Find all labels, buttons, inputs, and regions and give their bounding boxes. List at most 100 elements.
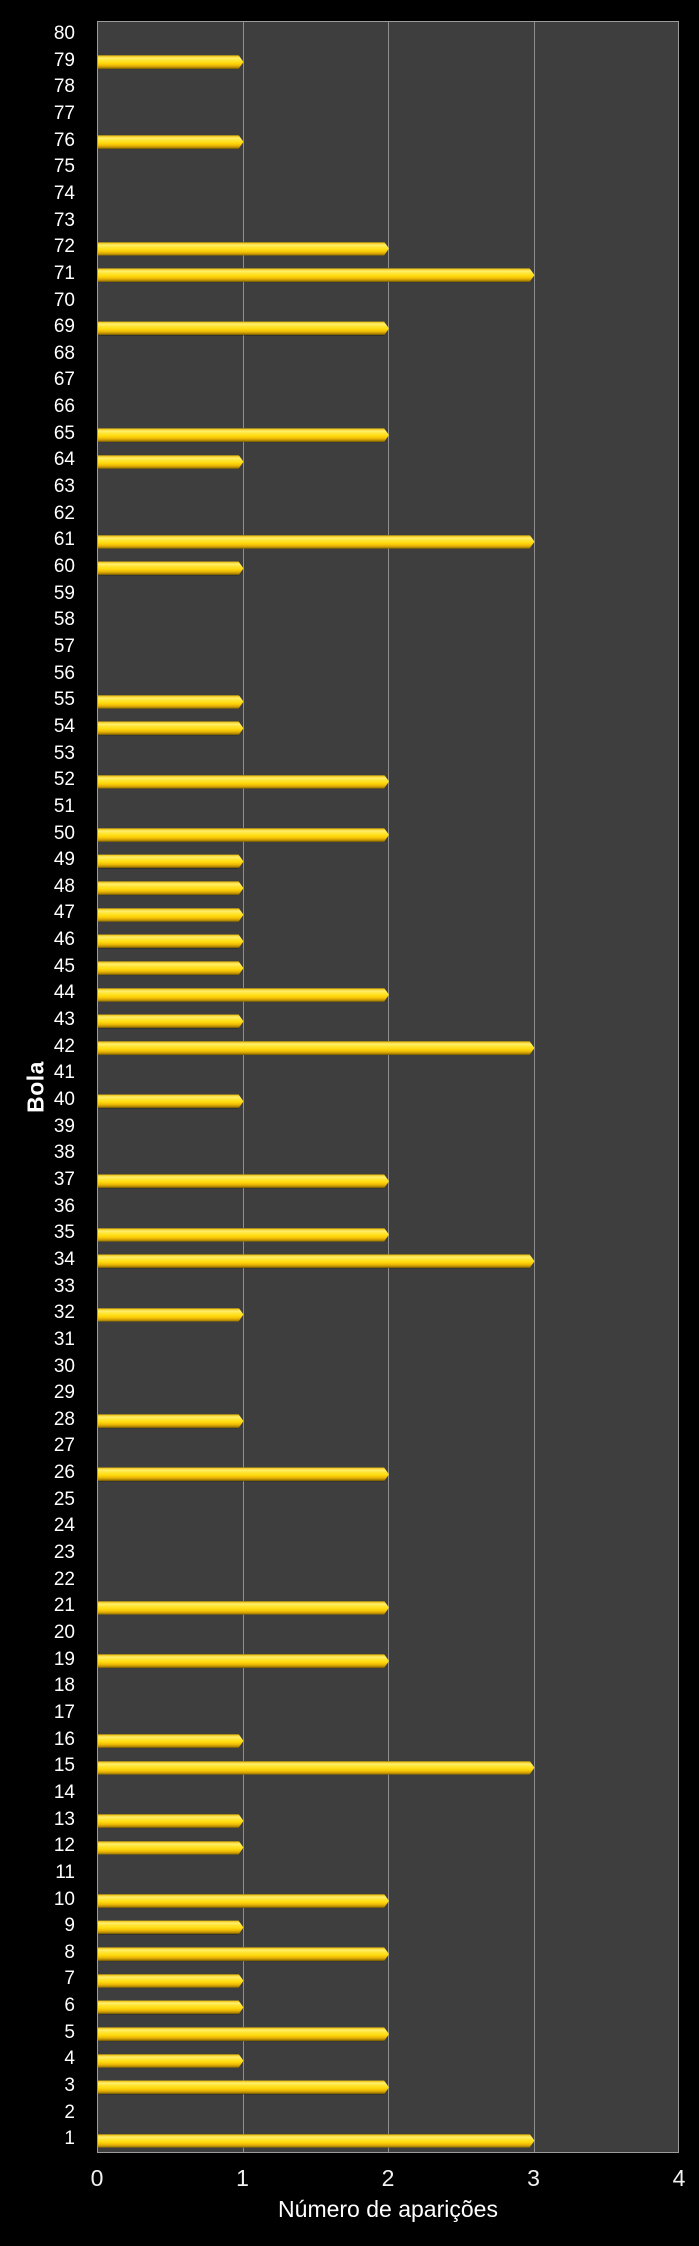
bar-ball-15 xyxy=(98,1761,535,1775)
bar-ball-44 xyxy=(98,988,389,1002)
gridline-x-2 xyxy=(388,22,389,2152)
y-tick-label-26: 26 xyxy=(53,1462,75,1484)
y-tick-label-68: 68 xyxy=(53,342,75,364)
bar-ball-55 xyxy=(98,695,244,709)
y-tick-label-34: 34 xyxy=(53,1248,75,1270)
bar-ball-60 xyxy=(98,561,244,575)
y-tick-label-17: 17 xyxy=(53,1701,75,1723)
y-tick-label-43: 43 xyxy=(53,1009,75,1031)
bar-ball-42 xyxy=(98,1041,535,1055)
y-axis-title: Bola xyxy=(22,1061,49,1113)
y-tick-label-14: 14 xyxy=(53,1781,75,1803)
y-tick-label-53: 53 xyxy=(53,742,75,764)
y-tick-label-56: 56 xyxy=(53,662,75,684)
y-tick-label-77: 77 xyxy=(53,102,75,124)
bar-ball-54 xyxy=(98,721,244,735)
y-tick-label-19: 19 xyxy=(53,1648,75,1670)
gridline-x-1 xyxy=(242,22,244,2152)
bar-ball-43 xyxy=(98,1014,244,1028)
y-tick-label-61: 61 xyxy=(53,529,75,551)
y-tick-label-13: 13 xyxy=(53,1808,75,1830)
bar-ball-16 xyxy=(98,1734,244,1748)
y-tick-label-21: 21 xyxy=(53,1595,75,1617)
gridline-x-3 xyxy=(533,22,535,2152)
y-tick-label-44: 44 xyxy=(53,982,75,1004)
y-tick-label-18: 18 xyxy=(53,1675,75,1697)
y-tick-label-46: 46 xyxy=(53,929,75,951)
bar-ball-6 xyxy=(98,2000,244,2014)
y-tick-label-31: 31 xyxy=(53,1328,75,1350)
bar-ball-7 xyxy=(98,1974,244,1988)
bar-ball-35 xyxy=(98,1228,389,1242)
y-tick-label-57: 57 xyxy=(53,635,75,657)
y-tick-label-28: 28 xyxy=(53,1408,75,1430)
y-tick-label-38: 38 xyxy=(53,1142,75,1164)
bar-ball-40 xyxy=(98,1094,244,1108)
bar-ball-26 xyxy=(98,1467,389,1481)
bar-ball-21 xyxy=(98,1601,389,1615)
y-tick-label-3: 3 xyxy=(64,2075,75,2097)
y-tick-label-9: 9 xyxy=(64,1915,75,1937)
bar-ball-5 xyxy=(98,2027,389,2041)
y-tick-label-33: 33 xyxy=(53,1275,75,1297)
x-tick-label-1: 1 xyxy=(236,2165,249,2191)
bar-ball-72 xyxy=(98,242,389,256)
y-tick-label-12: 12 xyxy=(53,1835,75,1857)
y-tick-label-1: 1 xyxy=(64,2128,75,2150)
y-tick-label-37: 37 xyxy=(53,1168,75,1190)
y-tick-label-42: 42 xyxy=(53,1035,75,1057)
bar-ball-37 xyxy=(98,1174,389,1188)
bar-ball-19 xyxy=(98,1654,389,1668)
bar-ball-61 xyxy=(98,535,535,549)
y-tick-label-63: 63 xyxy=(53,476,75,498)
bar-ball-69 xyxy=(98,321,389,335)
y-tick-label-23: 23 xyxy=(53,1542,75,1564)
y-tick-label-55: 55 xyxy=(53,689,75,711)
y-tick-label-25: 25 xyxy=(53,1488,75,1510)
bar-ball-79 xyxy=(98,55,244,69)
x-tick-label-2: 2 xyxy=(381,2165,395,2191)
bar-ball-9 xyxy=(98,1920,244,1934)
bar-ball-34 xyxy=(98,1254,535,1268)
bar-ball-3 xyxy=(98,2080,389,2094)
bar-ball-13 xyxy=(98,1814,244,1828)
y-tick-label-48: 48 xyxy=(53,875,75,897)
y-tick-label-50: 50 xyxy=(53,822,75,844)
x-tick-label-3: 3 xyxy=(527,2165,540,2191)
y-tick-label-36: 36 xyxy=(53,1195,75,1217)
bar-ball-4 xyxy=(98,2054,244,2068)
y-tick-label-78: 78 xyxy=(53,76,75,98)
y-tick-label-30: 30 xyxy=(53,1355,75,1377)
y-tick-label-47: 47 xyxy=(53,902,75,924)
y-tick-label-65: 65 xyxy=(53,422,75,444)
y-tick-label-10: 10 xyxy=(53,1888,75,1910)
y-tick-label-22: 22 xyxy=(53,1568,75,1590)
y-tick-label-20: 20 xyxy=(53,1622,75,1643)
y-tick-label-8: 8 xyxy=(64,1941,75,1963)
y-tick-label-4: 4 xyxy=(64,2048,75,2070)
y-tick-label-75: 75 xyxy=(53,156,75,178)
y-tick-label-27: 27 xyxy=(53,1435,75,1457)
y-tick-label-60: 60 xyxy=(53,556,75,577)
y-tick-label-66: 66 xyxy=(53,396,75,418)
x-tick-label-0: 0 xyxy=(90,2165,104,2191)
y-tick-label-76: 76 xyxy=(53,129,75,151)
y-tick-label-72: 72 xyxy=(53,236,75,258)
bar-ball-32 xyxy=(98,1308,244,1322)
y-tick-label-35: 35 xyxy=(53,1222,75,1244)
bar-ball-64 xyxy=(98,455,244,469)
y-tick-label-54: 54 xyxy=(53,715,75,737)
bar-ball-45 xyxy=(98,961,244,975)
y-tick-label-79: 79 xyxy=(53,49,75,71)
bar-ball-48 xyxy=(98,881,244,895)
y-tick-label-73: 73 xyxy=(53,209,75,231)
y-tick-label-45: 45 xyxy=(53,955,75,977)
bar-ball-1 xyxy=(98,2134,535,2148)
y-tick-label-58: 58 xyxy=(53,609,75,631)
y-axis-tick-labels: 80 79 78 77 76 75 74 73 72 71 70 69 68 67 66 65 64 63 62 61… xyxy=(0,21,75,2153)
bar-ball-50 xyxy=(98,828,389,842)
y-tick-label-51: 51 xyxy=(53,795,75,817)
y-tick-label-64: 64 xyxy=(53,449,75,471)
y-tick-label-80: 80 xyxy=(53,23,75,44)
x-tick-label-4: 4 xyxy=(672,2165,686,2191)
